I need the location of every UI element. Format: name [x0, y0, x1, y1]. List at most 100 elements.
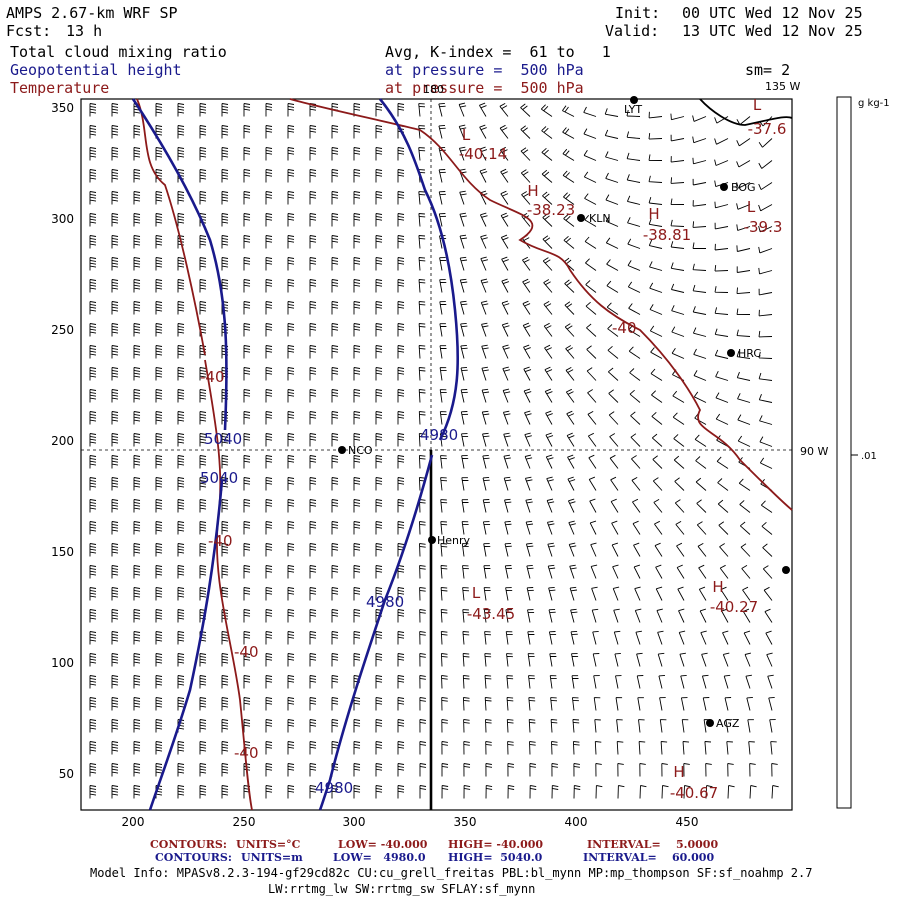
temp-contours-low: LOW= -40.000 — [338, 838, 428, 851]
wind-barb — [479, 168, 488, 183]
wind-barb — [309, 631, 317, 645]
wind-barb — [265, 477, 273, 491]
wind-barb — [520, 169, 531, 183]
wind-barb — [353, 675, 361, 689]
wind-barb — [221, 763, 229, 777]
wind-barb — [588, 454, 597, 469]
wind-barb — [309, 147, 317, 161]
wind-barb — [287, 235, 295, 249]
wind-barb — [758, 288, 773, 296]
wind-barb — [111, 741, 119, 755]
wind-barb — [397, 257, 405, 271]
wind-barb — [482, 476, 490, 491]
wind-barb — [177, 257, 185, 271]
wind-barb — [397, 301, 405, 315]
wind-barb — [177, 103, 185, 117]
wind-barb — [441, 719, 448, 733]
wind-barb — [546, 498, 555, 513]
extremum-value: -38.81 — [643, 226, 691, 244]
wind-barb — [353, 147, 361, 161]
wind-barb — [541, 147, 553, 161]
wind-barb — [463, 719, 470, 733]
wind-barb — [524, 454, 533, 469]
wind-barb — [418, 257, 426, 271]
wind-barb — [375, 675, 383, 689]
wind-barb — [696, 521, 707, 535]
wind-barb — [133, 543, 141, 557]
wind-barb — [331, 301, 339, 315]
wind-barb — [111, 301, 119, 315]
wind-barb — [177, 389, 185, 403]
wind-barb — [177, 741, 185, 755]
wind-barb — [529, 741, 536, 755]
wind-barb — [758, 182, 773, 190]
wind-barb — [133, 279, 141, 293]
wind-barb — [693, 348, 707, 359]
wind-barb — [441, 741, 448, 755]
temp-label: -40 — [208, 532, 233, 550]
wind-barb — [551, 741, 558, 755]
wind-barb — [89, 147, 97, 161]
wind-barb — [522, 256, 531, 271]
wind-barb — [562, 105, 575, 117]
wind-barb — [616, 741, 624, 755]
wind-barb — [626, 131, 641, 139]
wind-barb — [309, 213, 317, 227]
temp-pressure: at pressure = 500 hPa — [385, 79, 584, 97]
wind-barb — [543, 301, 553, 315]
wind-barb — [584, 236, 597, 249]
wind-barb — [265, 301, 273, 315]
height-contours-interval: INTERVAL= 60.000 — [583, 851, 715, 864]
wind-barb — [759, 457, 773, 469]
wind-barb — [155, 499, 163, 513]
wind-barb — [353, 609, 361, 623]
wind-barb — [758, 225, 773, 233]
init-label: Init: — [615, 4, 661, 22]
wind-barb — [331, 213, 339, 227]
wind-barb — [589, 498, 597, 513]
wind-barb — [480, 300, 489, 315]
wind-barb — [89, 257, 97, 271]
wind-barb — [353, 653, 361, 667]
wind-barb — [397, 367, 405, 381]
wind-barb — [719, 543, 729, 557]
wind-barb — [111, 521, 119, 535]
wind-barb — [375, 345, 383, 359]
lon-label-135w: 135 W — [765, 80, 800, 93]
wind-barb — [529, 763, 536, 777]
wind-barb — [375, 323, 383, 337]
wind-barb — [700, 630, 707, 645]
wind-barb — [309, 301, 317, 315]
station-label: KLN — [589, 212, 611, 225]
wind-barb — [111, 675, 119, 689]
wind-barb — [584, 193, 597, 205]
wind-barb — [567, 476, 576, 491]
wind-barb — [678, 630, 686, 645]
wind-barb — [111, 543, 119, 557]
wind-barb — [133, 125, 141, 139]
wind-barb — [656, 608, 663, 623]
wind-barb — [673, 434, 685, 447]
wind-barb — [155, 257, 163, 271]
station-dot — [577, 214, 585, 222]
temp-label: -40 — [234, 643, 259, 661]
wind-barb — [681, 719, 689, 733]
wind-barb — [419, 609, 426, 623]
wind-barb — [397, 653, 405, 667]
wind-barb — [177, 191, 185, 205]
wind-barb — [758, 351, 773, 359]
height-label: 4980 — [420, 426, 458, 444]
wind-barb — [155, 675, 163, 689]
wind-barb — [507, 741, 514, 755]
wind-barb — [652, 433, 663, 447]
wind-barb — [155, 543, 163, 557]
wind-barb — [199, 543, 207, 557]
wind-barb — [551, 763, 558, 777]
wind-barb — [605, 151, 619, 161]
wind-barb — [243, 719, 251, 733]
extremum-letter: L — [753, 96, 762, 114]
wind-barb — [523, 366, 532, 381]
wind-barb — [397, 521, 405, 535]
wind-barb — [727, 785, 735, 799]
wind-barb — [375, 631, 383, 645]
